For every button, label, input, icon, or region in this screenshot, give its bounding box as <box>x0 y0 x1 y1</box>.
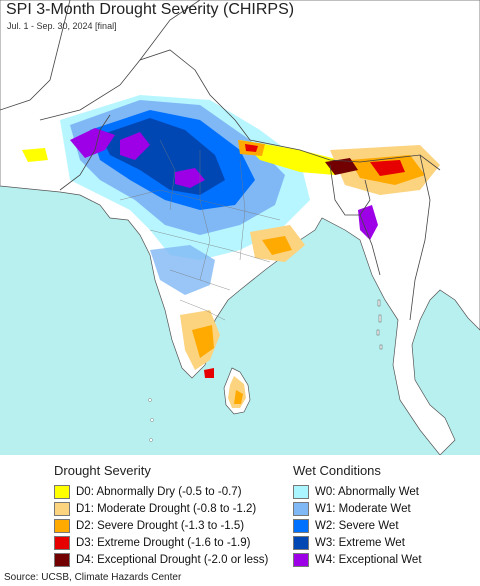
dry-d3-nepal <box>245 144 258 152</box>
legend-label-d1: D1: Moderate Drought (-0.8 to -1.2) <box>76 502 257 515</box>
swatch-d0 <box>54 484 70 499</box>
dry-d3-northeast <box>370 160 405 176</box>
legend-item-w1: W1: Moderate Wet <box>293 500 422 517</box>
legend-label-w3: W3: Extreme Wet <box>315 536 405 549</box>
legend-label-w4: W4: Exceptional Wet <box>315 553 422 566</box>
legend-item-w0: W0: Abnormally Wet <box>293 483 422 500</box>
map-subtitle: Jul. 1 - Sep. 30, 2024 [final] <box>7 21 117 31</box>
swatch-w0 <box>293 484 309 499</box>
wet-legend-heading: Wet Conditions <box>293 463 381 478</box>
legend-label-d3: D3: Extreme Drought (-1.6 to -1.9) <box>76 536 251 549</box>
state-borders <box>119 139 281 321</box>
wet-south-india <box>150 245 215 295</box>
dry-d4-bhutan <box>325 158 358 175</box>
source-credit: Source: UCSB, Climate Hazards Center <box>4 572 182 583</box>
andaman-islands <box>376 299 383 350</box>
swatch-w4 <box>293 552 309 567</box>
swatch-d2 <box>54 518 70 533</box>
legend-item-d2: D2: Severe Drought (-1.3 to -1.5) <box>54 517 268 534</box>
legend-item-d0: D0: Abnormally Dry (-0.5 to -0.7) <box>54 483 268 500</box>
legend-label-d4: D4: Exceptional Drought (-2.0 or less) <box>76 553 269 566</box>
legend-label-w1: W1: Moderate Wet <box>315 502 411 515</box>
swatch-w1 <box>293 501 309 516</box>
sri-lanka-severe <box>234 390 243 404</box>
wet-w4-bangladesh <box>358 205 378 240</box>
swatch-d3 <box>54 535 70 550</box>
swatch-d1 <box>54 501 70 516</box>
wet-w4-northwest <box>70 128 115 158</box>
legend-item-w2: W2: Severe Wet <box>293 517 422 534</box>
maldives-islands <box>148 398 154 442</box>
legend-item-d1: D1: Moderate Drought (-0.8 to -1.2) <box>54 500 268 517</box>
legend-item-w4: W4: Exceptional Wet <box>293 551 422 568</box>
legend-label-w0: W0: Abnormally Wet <box>315 485 419 498</box>
legend-label-d2: D2: Severe Drought (-1.3 to -1.5) <box>76 519 245 532</box>
legend-item-w3: W3: Extreme Wet <box>293 534 422 551</box>
dry-d2-south-india <box>192 325 214 358</box>
legend-item-d4: D4: Exceptional Drought (-2.0 or less) <box>54 551 268 568</box>
dry-d3-south-tip <box>204 368 214 378</box>
swatch-w2 <box>293 518 309 533</box>
drought-map <box>0 0 480 455</box>
wet-legend: Wet Conditions W0: Abnormally Wet W1: Mo… <box>293 463 422 568</box>
swatch-d4 <box>54 552 70 567</box>
dry-d0-west <box>22 148 48 162</box>
drought-legend-heading: Drought Severity <box>54 463 151 478</box>
swatch-w3 <box>293 535 309 550</box>
legend-panel: Drought Severity D0: Abnormally Dry (-0.… <box>0 455 480 570</box>
map-title: SPI 3-Month Drought Severity (CHIRPS) <box>6 1 295 18</box>
dry-d2-east-india <box>262 236 292 255</box>
legend-label-d0: D0: Abnormally Dry (-0.5 to -0.7) <box>76 485 242 498</box>
drought-legend: Drought Severity D0: Abnormally Dry (-0.… <box>54 463 268 568</box>
wet-w4-pakistan <box>120 132 150 160</box>
legend-item-d3: D3: Extreme Drought (-1.6 to -1.9) <box>54 534 268 551</box>
country-borders <box>0 0 441 321</box>
dry-d0-northeast <box>240 140 340 175</box>
legend-label-w2: W2: Severe Wet <box>315 519 399 532</box>
wet-w4-central <box>175 168 205 188</box>
